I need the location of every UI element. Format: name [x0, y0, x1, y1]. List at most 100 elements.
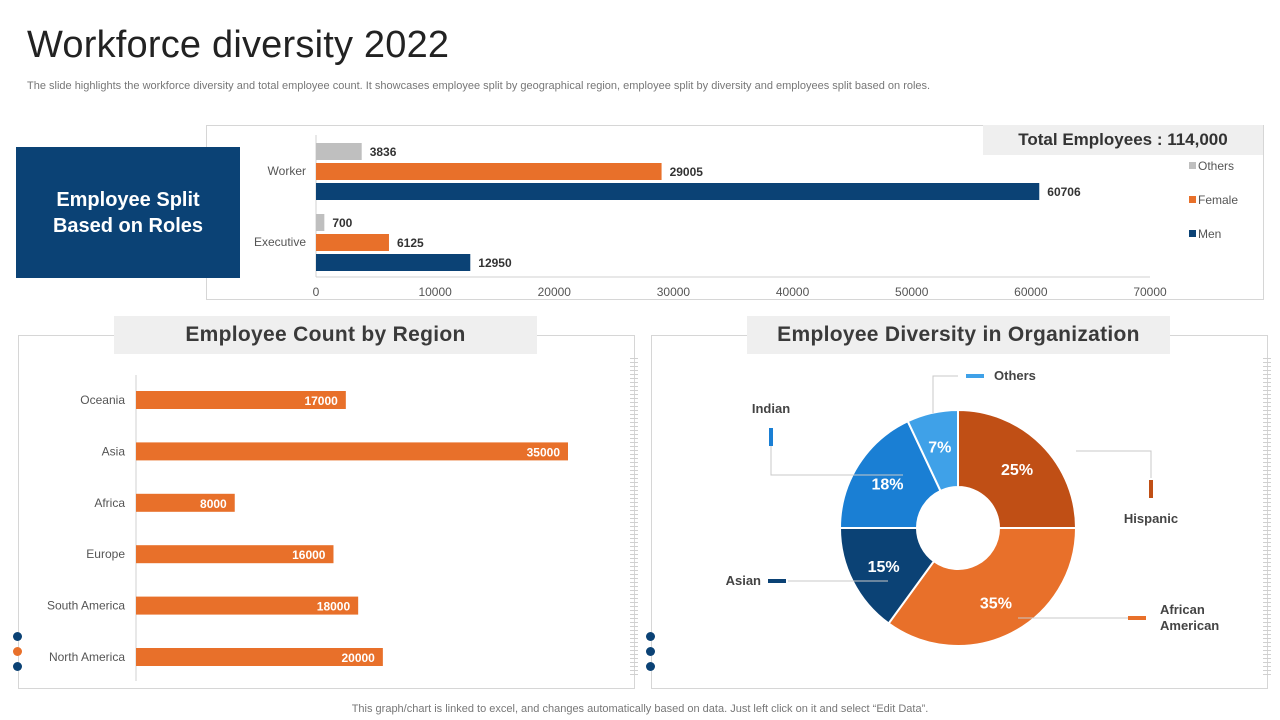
decor-line [630, 490, 638, 491]
region-data-label-asia: 35000 [527, 445, 561, 459]
decor-line [630, 526, 638, 527]
decor-line [1263, 574, 1271, 575]
decor-line [630, 382, 638, 383]
decor-line [1263, 490, 1271, 491]
diversity-chart-title: Employee Diversity in Organization [747, 316, 1170, 354]
roles-category-label-worker: Worker [268, 164, 306, 178]
donut-callout-marker-hispanic [1149, 480, 1153, 498]
donut-percent-label-others: 7% [928, 440, 951, 457]
donut-percent-label-asian: 15% [868, 559, 900, 576]
decor-line [1263, 502, 1271, 503]
decor-line [1263, 530, 1271, 531]
decor-line [630, 670, 638, 671]
decor-line [630, 482, 638, 483]
decor-line [1263, 402, 1271, 403]
decor-line [1263, 382, 1271, 383]
roles-legend-label-others: Others [1198, 159, 1234, 173]
decor-line [1263, 542, 1271, 543]
decor-line [630, 446, 638, 447]
decor-line [630, 566, 638, 567]
decor-line [1263, 590, 1271, 591]
decor-line [630, 650, 638, 651]
decor-line [1263, 626, 1271, 627]
decor-line [1263, 614, 1271, 615]
decor-line [630, 582, 638, 583]
donut-slice-hispanic [957, 408, 1078, 529]
decor-line [630, 618, 638, 619]
roles-legend-marker-men [1189, 230, 1196, 237]
decor-line [630, 590, 638, 591]
decor-line [1263, 466, 1271, 467]
decor-line [630, 574, 638, 575]
footer-note: This graph/chart is linked to excel, and… [351, 703, 929, 715]
roles-x-tick-label: 50000 [895, 285, 929, 299]
decor-line [1263, 446, 1271, 447]
decor-line [1263, 598, 1271, 599]
decor-line [1263, 554, 1271, 555]
roles-bar-chart: 0 10000 20000 30000 40000 50000 60000 70000 Work… [254, 135, 1238, 299]
decor-line [1263, 450, 1271, 451]
donut-slice-african-american [887, 527, 1078, 647]
decor-line [1263, 434, 1271, 435]
decor-line [1263, 566, 1271, 567]
region-bar-europe [136, 545, 334, 564]
roles-bar-executive-men [316, 254, 471, 271]
roles-x-tick-label: 30000 [657, 285, 691, 299]
decor-line [1263, 638, 1271, 639]
decor-line [630, 506, 638, 507]
decor-line [1263, 422, 1271, 423]
page-subtitle: The slide highlights the workforce diver… [27, 80, 931, 92]
roles-x-tick-label: 20000 [538, 285, 572, 299]
decor-line [630, 370, 638, 371]
decor-line [1263, 634, 1271, 635]
roles-data-label: 12950 [478, 256, 512, 270]
decor-line [630, 530, 638, 531]
decor-line [630, 466, 638, 467]
decor-line [630, 614, 638, 615]
decor-line [1263, 622, 1271, 623]
decor-line [1263, 370, 1271, 371]
decor-line [1263, 658, 1271, 659]
decor-line [630, 502, 638, 503]
decor-line [630, 410, 638, 411]
decor-line [630, 522, 638, 523]
region-chart-title: Employee Count by Region [114, 316, 537, 354]
region-bar-oceania [136, 391, 346, 409]
decor-line [1263, 550, 1271, 551]
decor-line [1263, 418, 1271, 419]
region-category-label-asia: Asia [102, 444, 126, 458]
decor-line [630, 394, 638, 395]
decor-line [630, 554, 638, 555]
roles-legend-label-men: Men [1198, 227, 1221, 241]
decor-line [1263, 362, 1271, 363]
decor-line [1263, 674, 1271, 675]
decor-line [630, 518, 638, 519]
decor-line [630, 442, 638, 443]
decor-line [1263, 386, 1271, 387]
donut-callout-marker-indian [769, 428, 773, 446]
roles-data-label: 60706 [1047, 185, 1081, 199]
decor-dot-navy [13, 632, 22, 641]
decor-line [630, 358, 638, 359]
decor-line [630, 542, 638, 543]
region-category-label-europe: Europe [86, 547, 125, 561]
decor-line [1263, 650, 1271, 651]
decor-line [1263, 458, 1271, 459]
decor-line [1263, 454, 1271, 455]
region-data-label-north-america: 20000 [341, 651, 375, 665]
region-category-label-oceania: Oceania [80, 393, 125, 407]
decor-line [630, 478, 638, 479]
decor-line [1263, 538, 1271, 539]
decor-line [630, 638, 638, 639]
roles-bar-worker-others [316, 143, 362, 160]
decor-dot-navy [646, 647, 655, 656]
roles-bar-worker-men [316, 183, 1040, 200]
page-title: Workforce diversity 2022 [27, 24, 450, 66]
decor-line [1263, 486, 1271, 487]
roles-bar-executive-female [316, 234, 389, 251]
diversity-decor-dots [646, 632, 656, 677]
region-decor-lines [630, 358, 638, 678]
decor-line [1263, 358, 1271, 359]
decor-line [1263, 462, 1271, 463]
region-decor-dots [13, 632, 23, 677]
